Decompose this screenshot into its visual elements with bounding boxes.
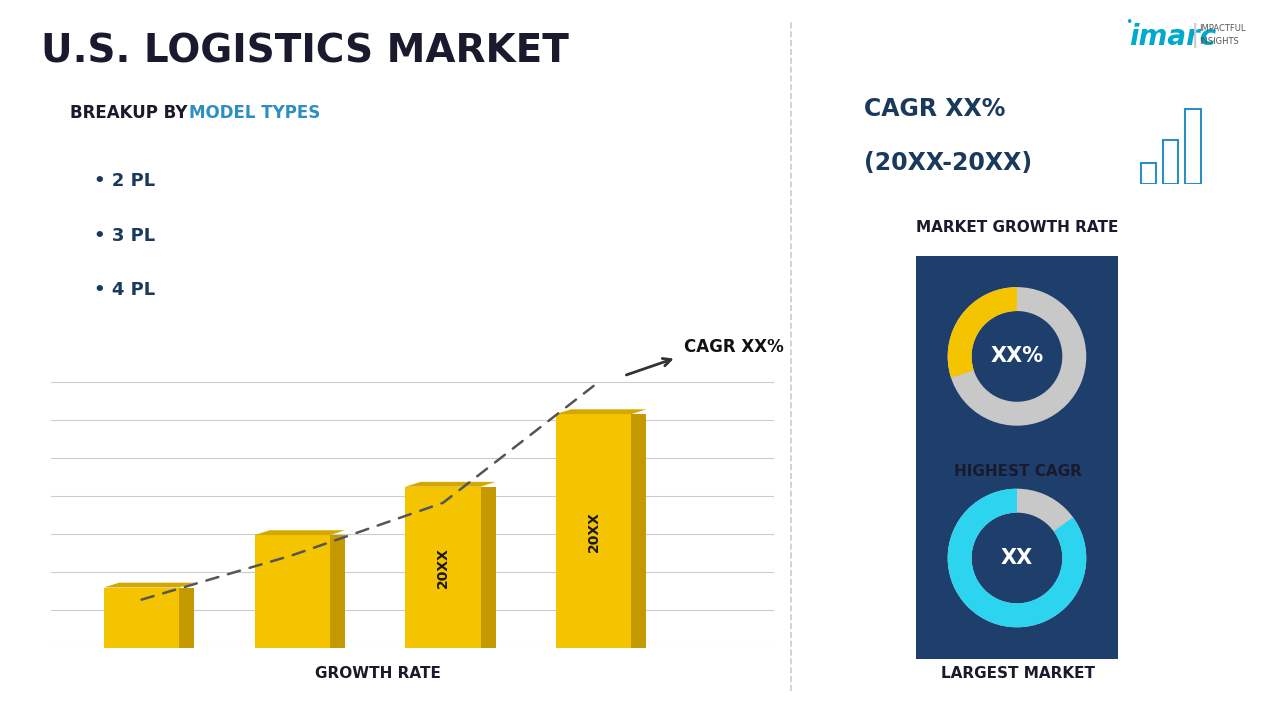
Text: imarc: imarc: [1129, 23, 1216, 51]
Text: • 4 PL: • 4 PL: [93, 281, 155, 299]
Bar: [255, 535, 330, 648]
Polygon shape: [406, 482, 495, 487]
Bar: [406, 487, 480, 648]
Polygon shape: [631, 414, 646, 648]
Polygon shape: [480, 487, 495, 648]
Wedge shape: [947, 287, 1018, 378]
Text: HIGHEST CAGR: HIGHEST CAGR: [954, 464, 1082, 480]
Text: |: |: [1192, 23, 1199, 48]
FancyBboxPatch shape: [908, 248, 1126, 465]
Text: MODEL TYPES: MODEL TYPES: [189, 104, 321, 122]
Wedge shape: [947, 489, 1087, 627]
Text: • 2 PL: • 2 PL: [93, 172, 155, 190]
Text: XX: XX: [1001, 548, 1033, 568]
FancyBboxPatch shape: [806, 62, 1225, 204]
Text: •: •: [1125, 16, 1133, 29]
Text: MARKET GROWTH RATE: MARKET GROWTH RATE: [916, 220, 1119, 235]
Text: 20XX: 20XX: [586, 510, 600, 552]
Text: LARGEST MARKET: LARGEST MARKET: [941, 666, 1094, 681]
Text: • 3 PL: • 3 PL: [93, 227, 155, 245]
Polygon shape: [104, 582, 195, 588]
Bar: [104, 588, 179, 648]
Bar: [556, 414, 631, 648]
Text: 20XX: 20XX: [436, 547, 451, 588]
Polygon shape: [255, 530, 346, 535]
Text: IMPACTFUL
INSIGHTS: IMPACTFUL INSIGHTS: [1199, 24, 1245, 46]
FancyBboxPatch shape: [908, 449, 1126, 667]
Bar: [1142, 163, 1156, 184]
Polygon shape: [556, 409, 646, 414]
Text: GROWTH RATE: GROWTH RATE: [315, 666, 440, 680]
Wedge shape: [947, 489, 1087, 627]
Polygon shape: [179, 588, 195, 648]
FancyBboxPatch shape: [29, 135, 776, 341]
Text: CAGR XX%: CAGR XX%: [864, 96, 1005, 120]
Text: CAGR XX%: CAGR XX%: [684, 338, 783, 356]
Text: XX%: XX%: [991, 346, 1043, 366]
Polygon shape: [330, 535, 346, 648]
Bar: [1164, 140, 1179, 184]
Wedge shape: [947, 287, 1087, 426]
Text: (20XX-20XX): (20XX-20XX): [864, 151, 1032, 175]
Text: U.S. LOGISTICS MARKET: U.S. LOGISTICS MARKET: [41, 32, 568, 71]
Bar: [1185, 109, 1201, 184]
Text: BREAKUP BY: BREAKUP BY: [70, 104, 193, 122]
